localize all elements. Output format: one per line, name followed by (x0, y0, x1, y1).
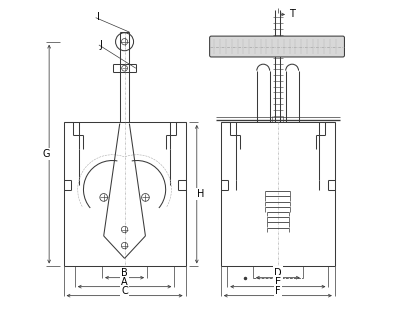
Text: F: F (275, 285, 281, 296)
Text: H: H (197, 189, 205, 199)
Text: G: G (43, 149, 50, 159)
Text: B: B (121, 268, 128, 278)
FancyBboxPatch shape (210, 36, 344, 57)
Text: J: J (100, 40, 103, 50)
Text: A: A (121, 277, 128, 287)
Text: C: C (121, 286, 128, 296)
Text: I: I (97, 12, 100, 22)
Text: D: D (274, 267, 282, 278)
Text: T: T (289, 9, 295, 20)
Text: E: E (275, 276, 281, 287)
